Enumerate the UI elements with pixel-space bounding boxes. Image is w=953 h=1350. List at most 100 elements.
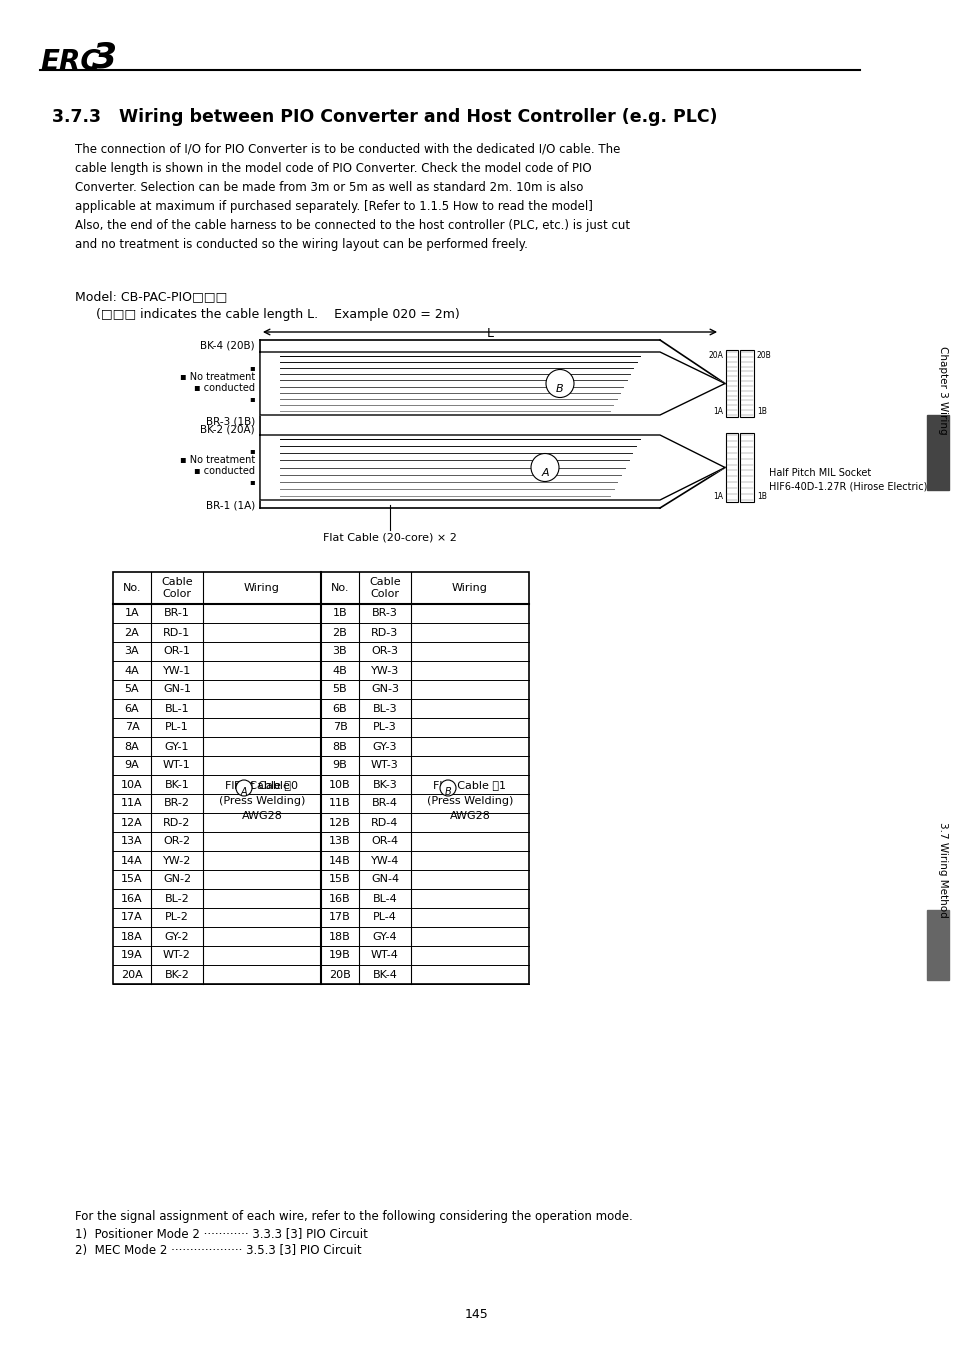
Text: 18A: 18A	[121, 931, 143, 941]
Text: WT-4: WT-4	[371, 950, 398, 960]
Text: 14B: 14B	[329, 856, 351, 865]
Text: Cable
Color: Cable Color	[369, 576, 400, 599]
Text: AWG28: AWG28	[449, 811, 490, 821]
Text: 9A: 9A	[125, 760, 139, 771]
Circle shape	[439, 780, 456, 796]
Text: ERC: ERC	[40, 49, 101, 76]
Text: Half Pitch MIL Socket
HIF6-40D-1.27R (Hirose Electric): Half Pitch MIL Socket HIF6-40D-1.27R (Hi…	[768, 468, 926, 491]
Text: 1A: 1A	[712, 491, 722, 501]
Text: ▪: ▪	[249, 446, 254, 455]
Bar	[740, 350, 753, 417]
Text: 11A: 11A	[121, 798, 143, 809]
Text: Model: CB-PAC-PIO□□□: Model: CB-PAC-PIO□□□	[75, 290, 227, 302]
Text: RD-2: RD-2	[163, 818, 191, 828]
Text: OR-1: OR-1	[163, 647, 191, 656]
Text: 17A: 17A	[121, 913, 143, 922]
Text: 16A: 16A	[121, 894, 143, 903]
Text: GY-1: GY-1	[165, 741, 189, 752]
Text: Flat Cable: Flat Cable	[233, 782, 290, 791]
Text: BR-3 (1B): BR-3 (1B)	[206, 416, 254, 427]
Text: BK-3: BK-3	[373, 779, 397, 790]
Bar	[112, 572, 529, 984]
Text: The connection of I/O for PIO Converter is to be conducted with the dedicated I/: The connection of I/O for PIO Converter …	[75, 143, 630, 251]
Text: ▪ conducted: ▪ conducted	[193, 383, 254, 393]
Circle shape	[531, 454, 558, 482]
Text: YW-1: YW-1	[163, 666, 191, 675]
Text: ▪ No treatment: ▪ No treatment	[179, 455, 254, 464]
Text: 19A: 19A	[121, 950, 143, 960]
Circle shape	[235, 780, 252, 796]
Text: YW-2: YW-2	[163, 856, 191, 865]
Text: 7A: 7A	[125, 722, 139, 733]
Text: 6B: 6B	[333, 703, 347, 714]
Text: No.: No.	[123, 583, 141, 593]
Text: 8A: 8A	[125, 741, 139, 752]
Text: GN-1: GN-1	[163, 684, 191, 694]
Text: AWG28: AWG28	[241, 811, 282, 821]
Text: 3: 3	[91, 40, 117, 76]
Text: GN-4: GN-4	[371, 875, 398, 884]
Text: 19B: 19B	[329, 950, 351, 960]
Text: 12B: 12B	[329, 818, 351, 828]
Text: 7B: 7B	[333, 722, 347, 733]
Text: 11B: 11B	[329, 798, 351, 809]
Text: 1A: 1A	[712, 406, 722, 416]
Text: GY-3: GY-3	[373, 741, 396, 752]
Text: 12A: 12A	[121, 818, 143, 828]
Text: Flat Cable ⑀0: Flat Cable ⑀0	[225, 780, 298, 790]
Text: No.: No.	[331, 583, 349, 593]
Text: RD-4: RD-4	[371, 818, 398, 828]
Text: ▪: ▪	[249, 477, 254, 486]
Text: B: B	[444, 787, 451, 796]
Text: WT-3: WT-3	[371, 760, 398, 771]
Text: 15B: 15B	[329, 875, 351, 884]
Text: 3A: 3A	[125, 647, 139, 656]
Text: 8B: 8B	[333, 741, 347, 752]
Text: BR-2: BR-2	[164, 798, 190, 809]
Text: 2)  MEC Mode 2 ··················· 3.5.3 [3] PIO Circuit: 2) MEC Mode 2 ··················· 3.5.3 …	[75, 1243, 361, 1257]
Text: 10B: 10B	[329, 779, 351, 790]
Text: 18B: 18B	[329, 931, 351, 941]
Text: 20B: 20B	[329, 969, 351, 980]
Text: 1B: 1B	[333, 609, 347, 618]
Text: ▪ No treatment: ▪ No treatment	[179, 373, 254, 382]
Text: BR-1 (1A): BR-1 (1A)	[206, 501, 254, 512]
Text: 2A: 2A	[125, 628, 139, 637]
Bar	[926, 414, 948, 490]
Text: Chapter 3 Wiring: Chapter 3 Wiring	[937, 346, 947, 435]
Text: 20A: 20A	[121, 969, 143, 980]
Text: 16B: 16B	[329, 894, 351, 903]
Text: BL-2: BL-2	[165, 894, 190, 903]
Text: OR-3: OR-3	[371, 647, 398, 656]
Text: (Press Welding): (Press Welding)	[218, 796, 305, 806]
Text: GY-4: GY-4	[373, 931, 396, 941]
Text: 6A: 6A	[125, 703, 139, 714]
Text: BK-1: BK-1	[165, 779, 190, 790]
Text: BK-2: BK-2	[164, 969, 190, 980]
Text: BL-1: BL-1	[165, 703, 189, 714]
Bar	[725, 433, 738, 502]
Text: BK-2 (20A): BK-2 (20A)	[200, 424, 254, 433]
Text: 4A: 4A	[125, 666, 139, 675]
Text: GN-2: GN-2	[163, 875, 191, 884]
Text: ▪: ▪	[249, 363, 254, 373]
Text: 3.7.3   Wiring between PIO Converter and Host Controller (e.g. PLC): 3.7.3 Wiring between PIO Converter and H…	[52, 108, 717, 126]
Text: 3.7 Wiring Method: 3.7 Wiring Method	[937, 822, 947, 918]
Text: 5B: 5B	[333, 684, 347, 694]
Text: GY-2: GY-2	[165, 931, 189, 941]
Text: WT-2: WT-2	[163, 950, 191, 960]
Text: BR-3: BR-3	[372, 609, 397, 618]
Text: 1A: 1A	[125, 609, 139, 618]
Text: BK-4: BK-4	[373, 969, 397, 980]
Text: L: L	[486, 327, 493, 340]
Text: 145: 145	[465, 1308, 488, 1322]
Text: 2B: 2B	[333, 628, 347, 637]
Text: For the signal assignment of each wire, refer to the following considering the o: For the signal assignment of each wire, …	[75, 1210, 632, 1223]
Text: 5A: 5A	[125, 684, 139, 694]
Text: 9B: 9B	[333, 760, 347, 771]
Text: 20B: 20B	[757, 351, 771, 360]
Bar	[725, 350, 738, 417]
Text: Flat Cable (20-core) × 2: Flat Cable (20-core) × 2	[323, 532, 456, 541]
Text: BL-3: BL-3	[373, 703, 396, 714]
Text: ▪: ▪	[249, 394, 254, 404]
